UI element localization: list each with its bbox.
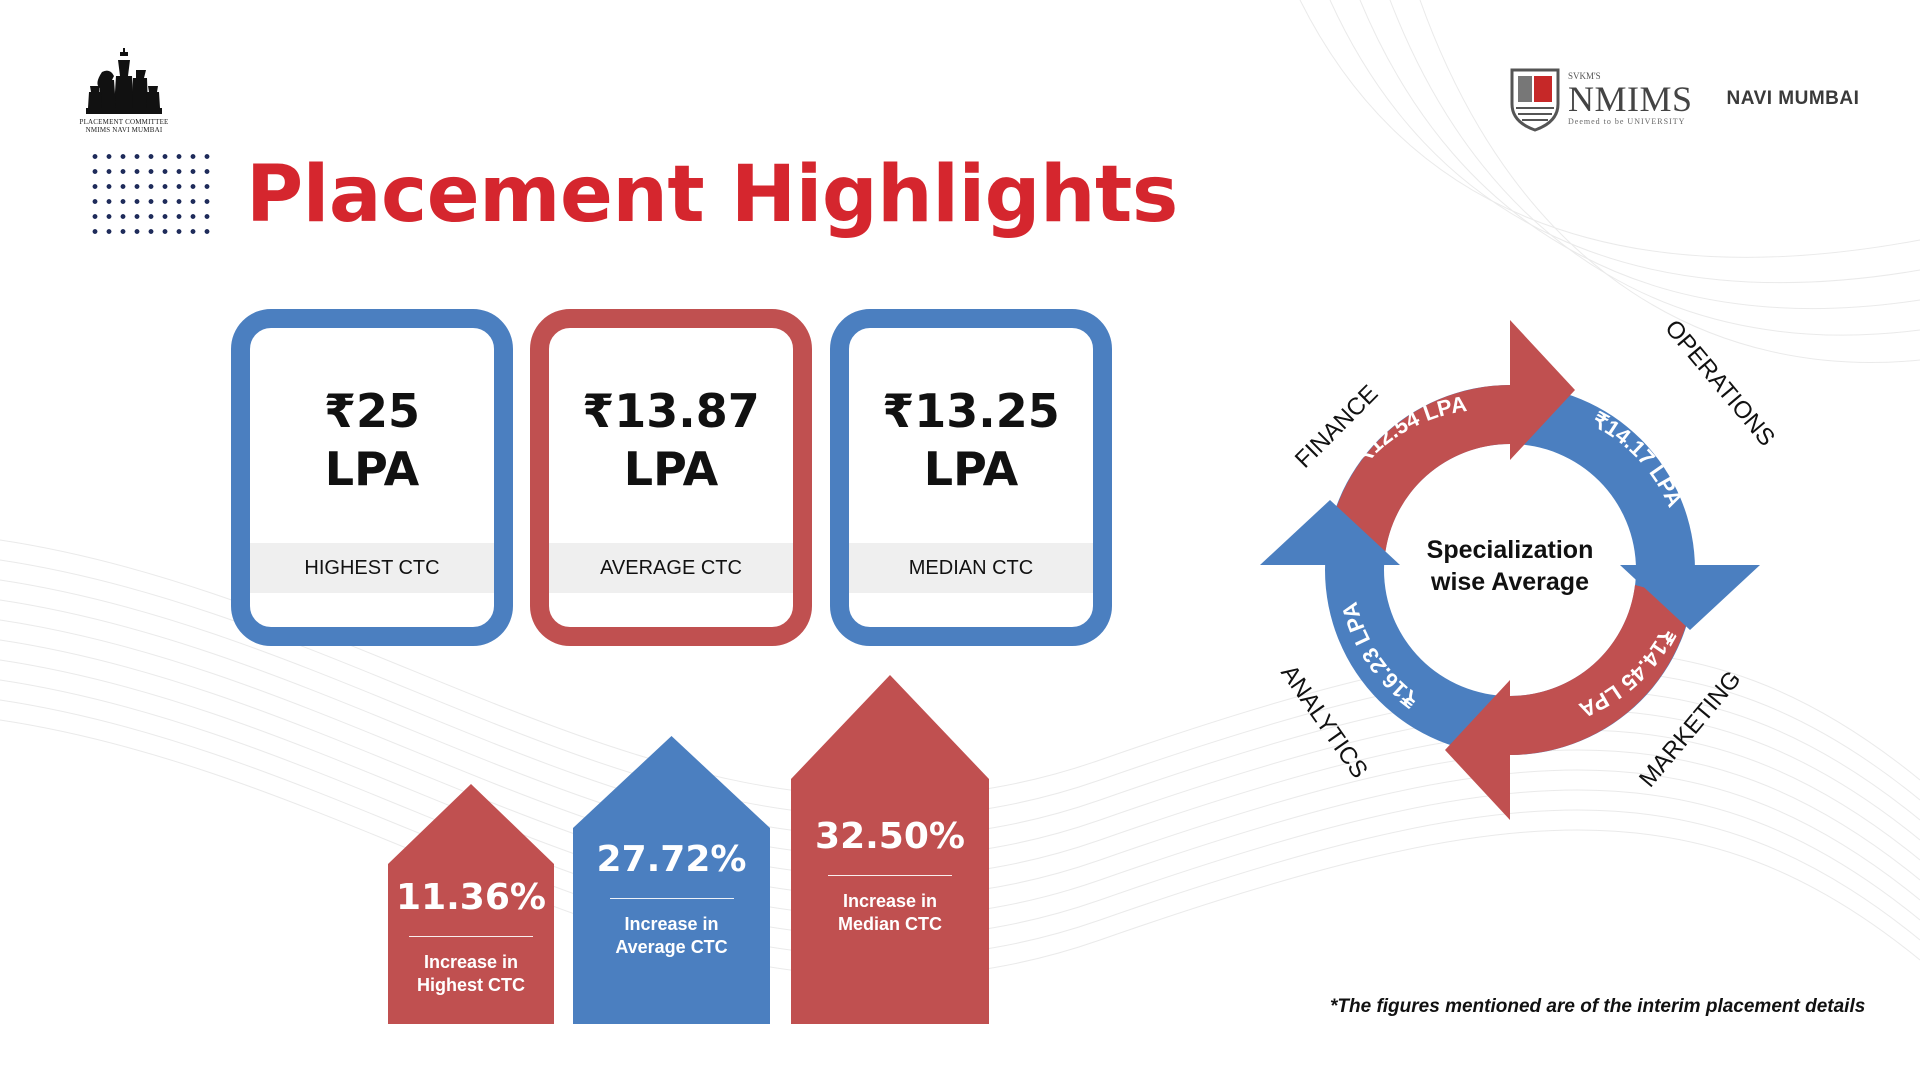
marketing-arrowhead (1445, 680, 1510, 820)
marketing-segment (1510, 585, 1692, 755)
finance-name: FINANCE (1290, 380, 1384, 474)
dot-grid-decoration (88, 149, 214, 239)
operations-arrowhead (1620, 565, 1760, 630)
svkm-text: SVKM'S (1568, 70, 1601, 81)
median-ctc-card: ₹13.25 LPA MEDIAN CTC (830, 309, 1112, 646)
median-increase-block: 32.50% Increase in Median CTC (791, 817, 989, 936)
campus-name: NAVI MUMBAI (1726, 88, 1860, 109)
highest-increase-arrow (388, 784, 554, 1024)
placement-committee-logo: PLACEMENT COMMITTEE NMIMS NAVI MUMBAI (78, 46, 170, 134)
nmims-shield-icon (1510, 68, 1560, 132)
highest-increase-block: 11.36% Increase in Highest CTC (388, 878, 554, 997)
highest-ctc-value: ₹25 LPA (323, 384, 421, 496)
divider-line (609, 898, 734, 899)
median-increase-arrow (791, 675, 989, 1024)
divider-line (409, 936, 533, 937)
operations-name: OPERATIONS (1659, 315, 1780, 452)
highest-ctc-label: HIGHEST CTC (250, 543, 494, 593)
specialization-names-layer: FINANCE OPERATIONS MARKETING ANALYTICS (1275, 315, 1780, 793)
highest-ctc-card: ₹25 LPA HIGHEST CTC (231, 309, 513, 646)
median-increase-desc: Increase in Median CTC (837, 891, 942, 934)
highest-increase-desc: Increase in Highest CTC (417, 952, 525, 995)
average-increase-desc: Increase in Average CTC (615, 914, 728, 957)
cycle-center-line2: wise Average (1430, 568, 1589, 596)
average-increase-arrow (573, 736, 770, 1024)
analytics-arrowhead (1260, 500, 1400, 565)
median-ctc-label: MEDIAN CTC (849, 543, 1093, 593)
nmims-text: NMIMS (1568, 78, 1693, 119)
committee-line2: NMIMS NAVI MUMBAI (85, 126, 163, 134)
highest-increase-pct: 11.36% (396, 877, 546, 918)
median-ctc-value: ₹13.25 LPA (882, 384, 1060, 496)
page-title: Placement Highlights (246, 150, 1178, 240)
finance-segment (1328, 385, 1510, 555)
divider-line (828, 875, 952, 876)
finance-arrowhead (1510, 320, 1575, 460)
chess-pieces-icon (86, 48, 162, 114)
university-text: Deemed to be UNIVERSITY (1568, 116, 1686, 126)
median-increase-pct: 32.50% (815, 816, 965, 857)
average-increase-pct: 27.72% (596, 839, 747, 880)
cycle-center-line1: Specialization (1427, 536, 1594, 564)
average-ctc-label: AVERAGE CTC (549, 543, 793, 593)
average-ctc-value: ₹13.87 LPA (582, 384, 760, 496)
cycle-center (1384, 444, 1636, 696)
committee-line1: PLACEMENT COMMITTEE (79, 118, 169, 126)
average-increase-block: 27.72% Increase in Average CTC (573, 840, 770, 959)
nmims-logo: SVKM'S NMIMS Deemed to be UNIVERSITY NAV… (1508, 66, 1859, 132)
marketing-name: MARKETING (1634, 666, 1746, 793)
analytics-name: ANALYTICS (1275, 660, 1373, 783)
average-ctc-card: ₹13.87 LPA AVERAGE CTC (530, 309, 812, 646)
specialization-cycle-diagram: ₹12.54 LPA ₹14.17 LPA ₹14.45 LPA ₹16.23 … (1260, 320, 1760, 820)
footnote: *The figures mentioned are of the interi… (1330, 996, 1866, 1017)
